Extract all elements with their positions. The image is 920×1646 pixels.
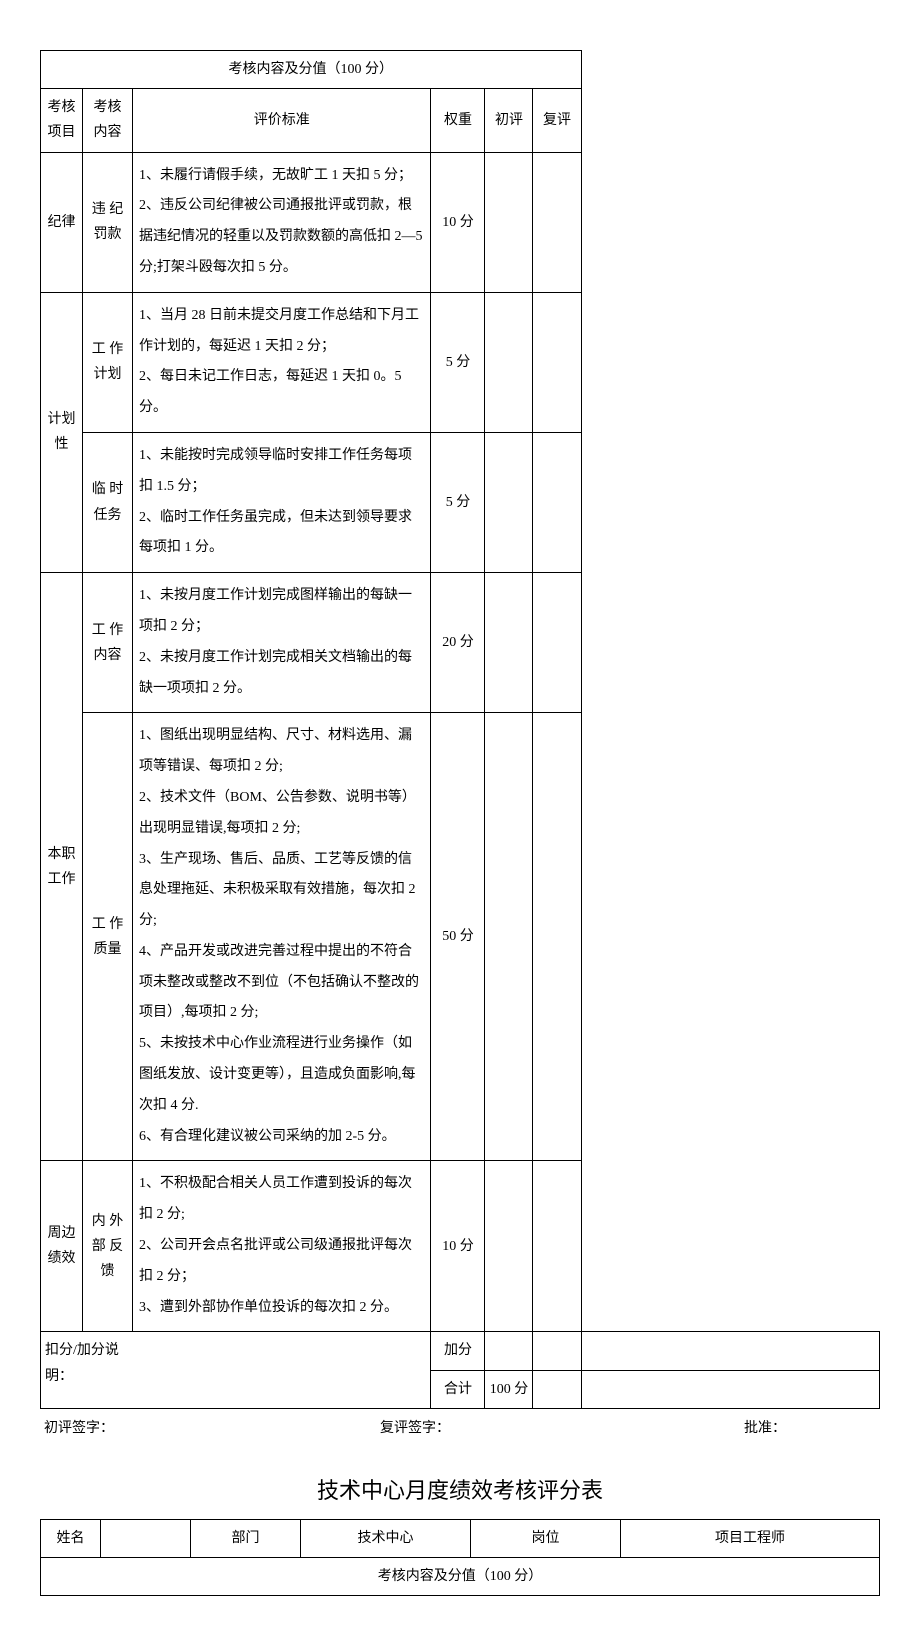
name-value[interactable] (101, 1519, 191, 1557)
score1-cell[interactable] (485, 432, 533, 572)
weight-cell: 50 分 (431, 713, 485, 1161)
sub-cell: 工 作质量 (83, 713, 133, 1161)
col-item: 考核项目 (41, 89, 83, 152)
note-space[interactable] (133, 1332, 431, 1408)
col-sub: 考核内容 (83, 89, 133, 152)
score2-cell[interactable] (533, 432, 581, 572)
post-value: 项目工程师 (621, 1519, 880, 1557)
score2-cell[interactable] (533, 292, 581, 432)
add-score2-cell[interactable] (581, 1332, 879, 1370)
table-row: 工 作质量 1、图纸出现明显结构、尺寸、材料选用、漏项等错误、每项扣 2 分;2… (41, 713, 880, 1161)
post-label: 岗位 (471, 1519, 621, 1557)
col-criteria: 评价标准 (133, 89, 431, 152)
total-label: 合计 (431, 1370, 485, 1408)
criteria-cell: 1、未履行请假手续，无故旷工 1 天扣 5 分；2、违反公司纪律被公司通报批评或… (133, 152, 431, 292)
header-row-full: 考核内容及分值（100 分） (41, 51, 880, 89)
header-full: 考核内容及分值（100 分） (41, 51, 582, 89)
col-score1: 初评 (485, 89, 533, 152)
table-row: 本职工作 工 作内容 1、未按月度工作计划完成图样输出的每缺一项扣 2 分；2、… (41, 573, 880, 713)
info-row: 姓名 部门 技术中心 岗位 项目工程师 (41, 1519, 880, 1557)
score1-cell[interactable] (485, 573, 533, 713)
col-weight: 权重 (431, 89, 485, 152)
page-title-2: 技术中心月度绩效考核评分表 (40, 1473, 880, 1505)
assessment-table-1: 考核内容及分值（100 分） 考核项目 考核内容 评价标准 权重 初评 复评 纪… (40, 50, 880, 1409)
dept-label: 部门 (191, 1519, 301, 1557)
total-value: 100 分 (485, 1370, 533, 1408)
table-row: 纪律 违 纪罚款 1、未履行请假手续，无故旷工 1 天扣 5 分；2、违反公司纪… (41, 152, 880, 292)
sub-cell: 内 外部 反馈 (83, 1161, 133, 1332)
score2-cell[interactable] (533, 1161, 581, 1332)
sub-cell: 工 作内容 (83, 573, 133, 713)
score1-cell[interactable] (485, 713, 533, 1161)
signature-row: 初评签字： 复评签字： 批准： (44, 1417, 876, 1437)
weight-cell: 5 分 (431, 432, 485, 572)
weight-cell: 10 分 (431, 1161, 485, 1332)
weight-cell: 20 分 (431, 573, 485, 713)
weight-cell: 5 分 (431, 292, 485, 432)
dept-value: 技术中心 (301, 1519, 471, 1557)
sig-review: 复评签字： (291, 1417, 538, 1437)
item-cell: 本职工作 (41, 573, 83, 1161)
table-row: 临 时任务 1、未能按时完成领导临时安排工作任务每项扣 1.5 分；2、临时工作… (41, 432, 880, 572)
criteria-cell: 1、未能按时完成领导临时安排工作任务每项扣 1.5 分；2、临时工作任务虽完成，… (133, 432, 431, 572)
sub-cell: 临 时任务 (83, 432, 133, 572)
criteria-cell: 1、图纸出现明显结构、尺寸、材料选用、漏项等错误、每项扣 2 分;2、技术文件（… (133, 713, 431, 1161)
total-score2-cell[interactable] (581, 1370, 879, 1408)
item-cell: 周边绩效 (41, 1161, 83, 1332)
total-score1-cell[interactable] (533, 1370, 581, 1408)
col-score2: 复评 (533, 89, 581, 152)
score1-cell[interactable] (485, 292, 533, 432)
score1-cell[interactable] (485, 1161, 533, 1332)
add-label: 加分 (431, 1332, 485, 1370)
item-cell: 纪律 (41, 152, 83, 292)
item-cell: 计划性 (41, 292, 83, 572)
score1-cell[interactable] (485, 152, 533, 292)
header-full-2: 考核内容及分值（100 分） (41, 1558, 880, 1596)
score2-cell[interactable] (533, 152, 581, 292)
criteria-cell: 1、当月 28 日前未提交月度工作总结和下月工作计划的，每延迟 1 天扣 2 分… (133, 292, 431, 432)
sig-approve: 批准： (539, 1417, 876, 1437)
name-label: 姓名 (41, 1519, 101, 1557)
sub-cell: 工 作计划 (83, 292, 133, 432)
column-header-row: 考核项目 考核内容 评价标准 权重 初评 复评 (41, 89, 880, 152)
weight-cell: 10 分 (431, 152, 485, 292)
add-score1-cell[interactable] (533, 1332, 581, 1370)
sig-initial: 初评签字： (44, 1417, 291, 1437)
assessment-table-2: 姓名 部门 技术中心 岗位 项目工程师 考核内容及分值（100 分） (40, 1519, 880, 1596)
score2-cell[interactable] (533, 573, 581, 713)
table-row: 计划性 工 作计划 1、当月 28 日前未提交月度工作总结和下月工作计划的，每延… (41, 292, 880, 432)
header-row-full-2: 考核内容及分值（100 分） (41, 1558, 880, 1596)
criteria-cell: 1、未按月度工作计划完成图样输出的每缺一项扣 2 分；2、未按月度工作计划完成相… (133, 573, 431, 713)
table-row: 周边绩效 内 外部 反馈 1、不积极配合相关人员工作遭到投诉的每次扣 2 分;2… (41, 1161, 880, 1332)
sub-cell: 违 纪罚款 (83, 152, 133, 292)
score2-cell[interactable] (533, 713, 581, 1161)
criteria-cell: 1、不积极配合相关人员工作遭到投诉的每次扣 2 分;2、公司开会点名批评或公司级… (133, 1161, 431, 1332)
add-weight-cell[interactable] (485, 1332, 533, 1370)
note-row: 扣分/加分说明： 加分 (41, 1332, 880, 1370)
note-label: 扣分/加分说明： (41, 1332, 133, 1408)
